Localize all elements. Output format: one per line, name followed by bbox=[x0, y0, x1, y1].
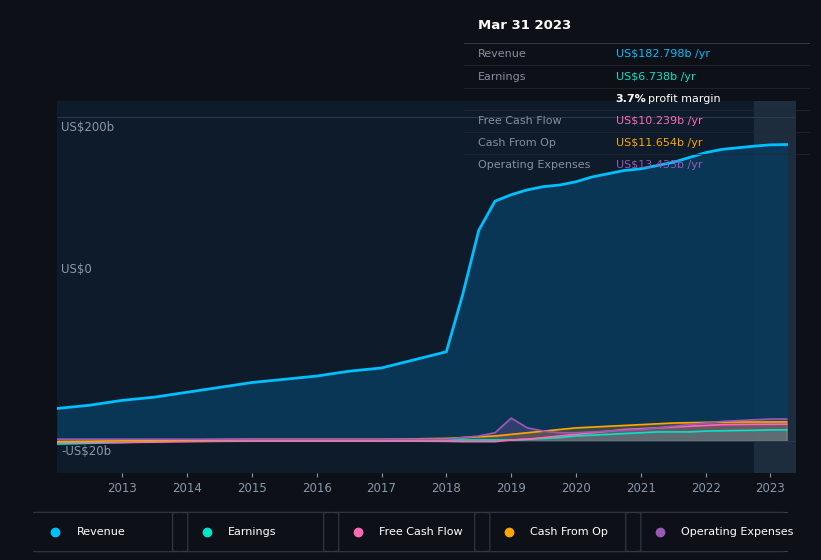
Text: US$6.738b /yr: US$6.738b /yr bbox=[616, 72, 695, 82]
Text: US$11.654b /yr: US$11.654b /yr bbox=[616, 138, 702, 148]
Text: US$182.798b /yr: US$182.798b /yr bbox=[616, 49, 709, 59]
Text: Earnings: Earnings bbox=[227, 527, 276, 537]
Text: Mar 31 2023: Mar 31 2023 bbox=[478, 19, 571, 32]
Text: US$10.239b /yr: US$10.239b /yr bbox=[616, 116, 702, 126]
Text: US$0: US$0 bbox=[62, 263, 92, 276]
Text: Free Cash Flow: Free Cash Flow bbox=[378, 527, 462, 537]
Text: 3.7%: 3.7% bbox=[616, 94, 646, 104]
Text: Revenue: Revenue bbox=[76, 527, 126, 537]
Text: US$200b: US$200b bbox=[62, 122, 114, 134]
Text: Operating Expenses: Operating Expenses bbox=[478, 160, 590, 170]
Text: Cash From Op: Cash From Op bbox=[530, 527, 608, 537]
Text: Revenue: Revenue bbox=[478, 49, 526, 59]
Text: Earnings: Earnings bbox=[478, 72, 526, 82]
Text: Cash From Op: Cash From Op bbox=[478, 138, 556, 148]
Text: -US$20b: -US$20b bbox=[62, 445, 112, 458]
Text: Operating Expenses: Operating Expenses bbox=[681, 527, 793, 537]
Text: US$13.433b /yr: US$13.433b /yr bbox=[616, 160, 702, 170]
Bar bbox=[754, 101, 796, 473]
Text: profit margin: profit margin bbox=[649, 94, 721, 104]
Text: Free Cash Flow: Free Cash Flow bbox=[478, 116, 562, 126]
